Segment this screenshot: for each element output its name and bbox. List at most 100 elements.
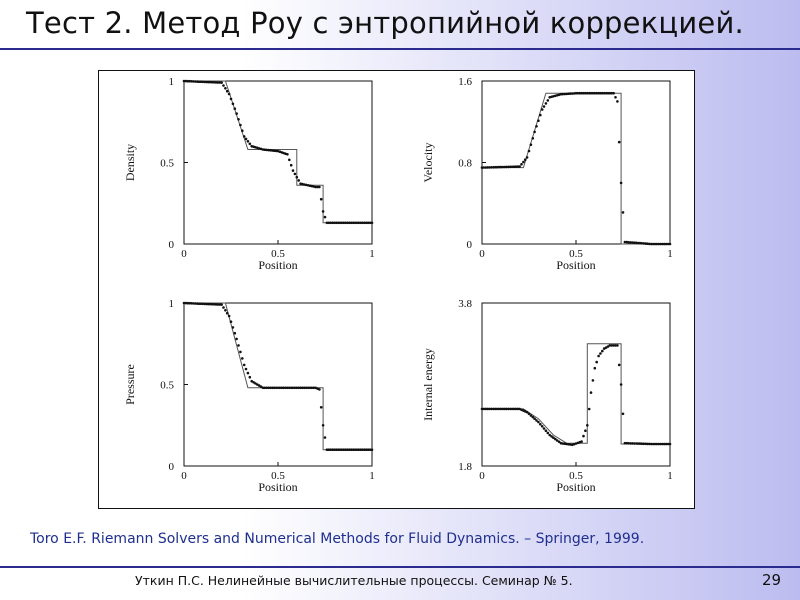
pressure-numeric-point bbox=[257, 384, 261, 387]
density-numeric-point bbox=[207, 80, 210, 84]
internal-energy-numeric-point bbox=[666, 442, 670, 446]
pressure-numeric-point bbox=[304, 386, 308, 390]
pressure-numeric-point bbox=[301, 386, 304, 390]
density-numeric-point bbox=[368, 221, 372, 225]
internal-energy-numeric-point bbox=[649, 442, 653, 446]
pressure-numeric-point bbox=[274, 386, 278, 390]
pressure-numeric-point bbox=[342, 448, 346, 452]
velocity-numeric-point bbox=[602, 91, 606, 95]
internal-energy-numeric-point bbox=[608, 344, 612, 347]
density-numeric-point bbox=[342, 221, 346, 225]
internal-energy-numeric-point bbox=[535, 419, 538, 422]
pressure-numeric-point bbox=[348, 448, 351, 452]
pressure-numeric-point bbox=[319, 406, 323, 409]
density-ytick-label: 0 bbox=[169, 239, 175, 251]
internal-energy-numeric-point bbox=[610, 344, 613, 347]
density-numeric-point bbox=[184, 79, 188, 83]
internal-energy-numeric-point bbox=[617, 363, 621, 367]
footer-text: Уткин П.С. Нелинейные вычислительные про… bbox=[135, 573, 573, 588]
pressure-numeric-point bbox=[365, 448, 368, 452]
density-numeric-point bbox=[242, 135, 246, 138]
density-numeric-point bbox=[321, 210, 325, 213]
density-numeric-point bbox=[192, 80, 195, 83]
internal-energy-numeric-point bbox=[663, 442, 666, 446]
internal-energy-numeric-point bbox=[580, 440, 583, 443]
velocity-numeric-point bbox=[597, 91, 600, 95]
internal-energy-numeric-point bbox=[548, 433, 551, 437]
pressure-numeric-point bbox=[271, 386, 274, 390]
internal-energy-numeric-point bbox=[492, 407, 495, 411]
internal-energy-numeric-point bbox=[627, 442, 630, 445]
internal-energy-xtick-label: 0.5 bbox=[569, 470, 583, 482]
pressure-axes-box bbox=[183, 302, 373, 467]
pressure-numeric-point bbox=[351, 448, 355, 452]
density-numeric-point bbox=[225, 89, 229, 93]
velocity-numeric-point bbox=[617, 140, 621, 144]
pressure-numeric-point bbox=[190, 302, 193, 305]
velocity-numeric-point bbox=[580, 91, 583, 95]
pressure-numeric-point bbox=[289, 386, 293, 390]
internal-energy-numeric-point bbox=[655, 442, 659, 446]
density-numeric-point bbox=[314, 185, 317, 189]
pressure-numeric-point bbox=[201, 302, 205, 306]
pressure-numeric-point bbox=[246, 371, 250, 375]
internal-energy-ylabel: Internal energy bbox=[421, 348, 435, 421]
density-numeric-point bbox=[288, 158, 291, 162]
velocity-numeric-point bbox=[664, 242, 668, 246]
internal-energy-xlabel: Position bbox=[556, 480, 595, 494]
pressure-numeric-point bbox=[323, 436, 327, 439]
internal-energy-numeric-point bbox=[595, 360, 598, 364]
internal-energy-numeric-point bbox=[621, 412, 625, 416]
internal-energy-numeric-point bbox=[525, 410, 529, 414]
internal-energy-numeric-point bbox=[668, 442, 672, 446]
velocity-numeric-point bbox=[514, 165, 518, 168]
internal-energy-numeric-point bbox=[589, 391, 593, 394]
internal-energy-numeric-point bbox=[554, 437, 557, 441]
density-numeric-point bbox=[289, 163, 293, 167]
density-numeric-point bbox=[365, 221, 368, 225]
density-numeric-point bbox=[329, 221, 332, 225]
pressure-numeric-point bbox=[340, 448, 344, 452]
internal-energy-numeric-point bbox=[582, 434, 585, 438]
velocity-numeric-point bbox=[657, 242, 660, 246]
velocity-numeric-point bbox=[619, 181, 623, 185]
pressure-numeric-point bbox=[299, 386, 302, 390]
footer-divider bbox=[0, 566, 800, 568]
velocity-numeric-point bbox=[510, 165, 514, 169]
pressure-numeric-point bbox=[231, 326, 235, 329]
velocity-numeric-point bbox=[612, 91, 615, 95]
internal-energy-numeric-point bbox=[499, 407, 503, 411]
velocity-numeric-point bbox=[649, 242, 653, 246]
pressure-numeric-point bbox=[197, 302, 201, 305]
density-numeric-point bbox=[316, 185, 319, 189]
velocity-numeric-point bbox=[666, 242, 670, 246]
internal-energy-numeric-point bbox=[584, 429, 587, 433]
internal-energy-numeric-point bbox=[552, 436, 555, 440]
pressure-numeric-point bbox=[355, 448, 359, 452]
pressure-numeric-point bbox=[318, 388, 321, 391]
pressure-numeric-point bbox=[336, 448, 340, 452]
internal-energy-numeric-point bbox=[631, 442, 634, 445]
internal-energy-numeric-point bbox=[486, 407, 489, 411]
internal-energy-numeric-point bbox=[482, 407, 486, 411]
density-numeric-point bbox=[338, 221, 342, 225]
pressure-numeric-point bbox=[357, 448, 361, 452]
internal-energy-xtick-label: 0 bbox=[479, 470, 485, 482]
velocity-numeric-point bbox=[499, 165, 503, 169]
velocity-numeric-point bbox=[488, 166, 491, 169]
internal-energy-numeric-point bbox=[586, 424, 589, 427]
velocity-numeric-point bbox=[601, 91, 604, 95]
density-numeric-point bbox=[293, 172, 297, 176]
pressure-numeric-point bbox=[370, 448, 374, 452]
density-numeric-point bbox=[353, 221, 357, 225]
density-numeric-point bbox=[235, 112, 238, 115]
internal-energy-numeric-point bbox=[557, 440, 561, 444]
internal-energy-numeric-point bbox=[490, 407, 493, 411]
internal-energy-numeric-point bbox=[546, 431, 550, 435]
density-numeric-point bbox=[190, 80, 193, 83]
velocity-numeric-point bbox=[493, 165, 497, 169]
pressure-numeric-point bbox=[235, 337, 238, 341]
internal-energy-axes-box bbox=[481, 302, 671, 467]
pressure-numeric-point bbox=[291, 386, 295, 390]
results-figure: 0 0.5 1 0 0.5 1 Position Density 0 0.5 1 0 0.8 1.6 Pos… bbox=[123, 76, 673, 494]
